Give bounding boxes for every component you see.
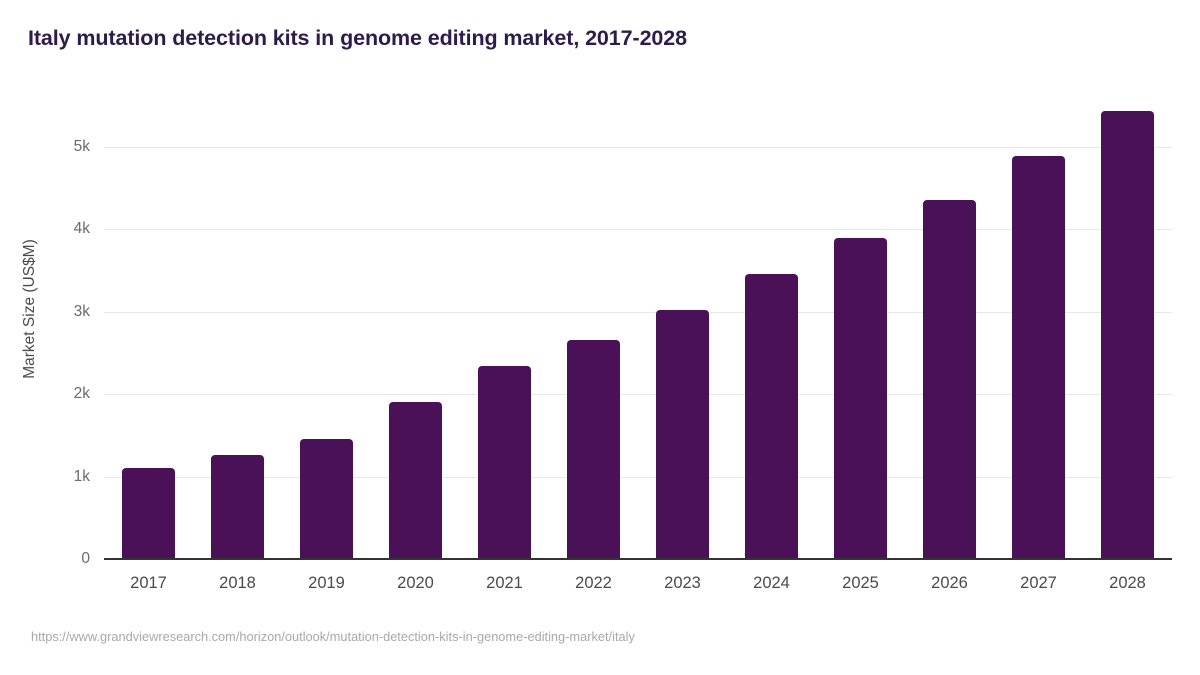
gridline [104, 229, 1172, 231]
bar[interactable] [300, 439, 353, 559]
y-tick-label: 4k [73, 220, 90, 238]
bar-series [104, 96, 1172, 559]
x-tick-label: 2020 [397, 574, 434, 592]
bar[interactable] [745, 274, 798, 559]
gridline [104, 476, 1172, 478]
x-tick-label: 2018 [219, 574, 256, 592]
y-tick-label: 5k [73, 137, 90, 155]
x-tick-label: 2023 [664, 574, 701, 592]
bar[interactable] [389, 402, 442, 559]
gridline [104, 394, 1172, 396]
gridline [104, 146, 1172, 148]
x-axis-line [104, 558, 1172, 560]
bar[interactable] [122, 467, 175, 559]
source-url[interactable]: https://www.grandviewresearch.com/horizo… [31, 629, 635, 644]
x-tick-label: 2017 [130, 574, 167, 592]
x-tick-label: 2024 [753, 574, 790, 592]
y-tick-label: 3k [73, 302, 90, 320]
x-tick-label: 2021 [486, 574, 523, 592]
bar[interactable] [567, 340, 620, 559]
x-tick-label: 2025 [842, 574, 879, 592]
x-axis: 2017 2018 2019 2020 2021 2022 2023 2024 2025 2026… [104, 568, 1172, 602]
x-tick-label: 2019 [308, 574, 345, 592]
bar[interactable] [1012, 156, 1065, 559]
y-axis: 0 1k 2k 3k 4k 5k [0, 96, 90, 567]
x-tick-label: 2028 [1109, 574, 1146, 592]
bar[interactable] [1101, 111, 1154, 559]
x-tick-label: 2026 [931, 574, 968, 592]
y-tick-label: 0 [81, 550, 90, 567]
plot-gridlines [104, 96, 1172, 559]
bar[interactable] [656, 310, 709, 559]
bar[interactable] [478, 366, 531, 559]
page-title: Italy mutation detection kits in genome … [28, 26, 687, 50]
y-axis-title: Market Size (US$M) [21, 239, 38, 379]
bar[interactable] [834, 238, 887, 559]
y-tick-label: 1k [73, 467, 90, 485]
bar[interactable] [211, 454, 264, 559]
y-tick-label: 2k [73, 385, 90, 403]
x-tick-label: 2027 [1020, 574, 1057, 592]
x-tick-label: 2022 [575, 574, 612, 592]
gridline [104, 311, 1172, 313]
bar[interactable] [923, 200, 976, 559]
